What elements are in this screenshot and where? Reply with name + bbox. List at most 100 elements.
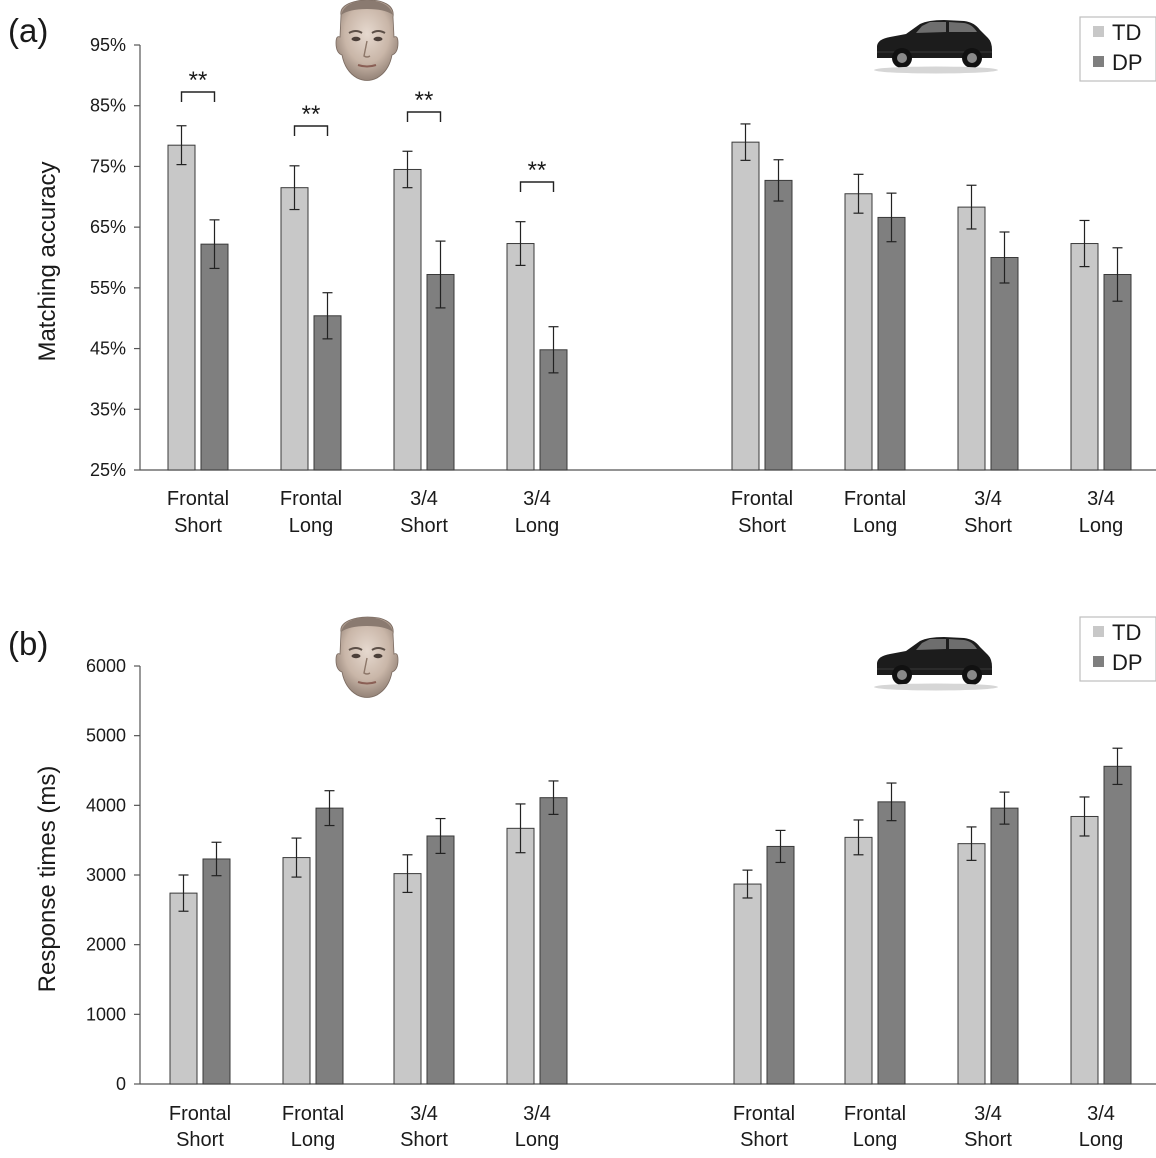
y-tick-label: 95%: [90, 35, 126, 55]
significance-label: **: [302, 101, 321, 128]
y-tick-label: 45%: [90, 339, 126, 359]
x-tick-label: Short: [400, 515, 448, 537]
x-tick-label: Short: [740, 1129, 788, 1151]
y-tick-label: 4000: [86, 795, 126, 815]
bar-td: [280, 187, 309, 471]
significance-bracket: [180, 91, 216, 102]
bar-td: [957, 843, 986, 1085]
x-tick-label: Long: [853, 515, 898, 537]
y-tick-label: 6000: [86, 656, 126, 676]
x-tick-label: Short: [738, 515, 786, 537]
x-tick-label: 3/4: [1087, 1103, 1115, 1125]
y-tick-label: 65%: [90, 217, 126, 237]
x-tick-label: Long: [853, 1129, 898, 1151]
bar-dp: [877, 216, 906, 471]
bar-td: [844, 836, 873, 1085]
x-tick-label: Short: [964, 1129, 1012, 1151]
bar-dp: [990, 807, 1019, 1085]
significance-bracket: [406, 111, 442, 122]
x-tick-label: Short: [400, 1129, 448, 1151]
legend-label-td: TD: [1112, 620, 1141, 645]
panel-b-label: (b): [8, 625, 48, 662]
bar-dp: [990, 257, 1019, 471]
bar-dp: [200, 243, 229, 471]
car-icon: [873, 19, 999, 74]
y-tick-label: 75%: [90, 156, 126, 176]
y-tick-label: 25%: [90, 460, 126, 480]
y-tick-label: 85%: [90, 96, 126, 116]
y-tick-label: 55%: [90, 278, 126, 298]
x-tick-label: Short: [174, 515, 222, 537]
x-tick-label: 3/4: [410, 488, 438, 510]
bar-td: [1070, 243, 1099, 471]
panel-a-label: (a): [8, 12, 48, 49]
bar-dp: [1103, 765, 1132, 1085]
x-tick-label: Short: [964, 515, 1012, 537]
bar-td: [844, 193, 873, 471]
bar-dp: [539, 797, 568, 1085]
legend-swatch-dp: [1093, 656, 1104, 667]
legend-label-td: TD: [1112, 20, 1141, 45]
y-tick-label: 5000: [86, 726, 126, 746]
significance-bracket: [293, 125, 329, 136]
legend-swatch-td: [1093, 26, 1104, 37]
panel-b: Response times (ms) 0 1000 2000 3000 4000 5000…: [34, 616, 1156, 1151]
x-tick-label: Frontal: [731, 488, 793, 510]
y-tick-label: 35%: [90, 399, 126, 419]
x-tick-label: Long: [1079, 1129, 1124, 1151]
face-icon: [335, 0, 399, 82]
x-tick-label: Frontal: [280, 488, 342, 510]
bar-dp: [877, 801, 906, 1085]
bar-td: [393, 168, 422, 471]
bar-td: [733, 883, 762, 1085]
bar-td: [506, 827, 535, 1085]
significance-label: **: [189, 67, 208, 94]
bar-dp: [202, 858, 231, 1085]
significance-bracket: [519, 181, 555, 192]
y-tick-label: 3000: [86, 865, 126, 885]
x-tick-label: Frontal: [844, 488, 906, 510]
legend-swatch-td: [1093, 626, 1104, 637]
x-tick-label: Frontal: [844, 1103, 906, 1125]
bar-td: [167, 144, 196, 471]
legend-label-dp: DP: [1112, 50, 1143, 75]
x-tick-label: Short: [176, 1129, 224, 1151]
x-tick-label: Long: [289, 515, 334, 537]
x-tick-label: Frontal: [169, 1103, 231, 1125]
x-tick-label: 3/4: [523, 1103, 551, 1125]
x-tick-label: Long: [515, 1129, 560, 1151]
bar-dp: [426, 835, 455, 1085]
face-icon: [335, 616, 399, 699]
x-tick-label: Long: [291, 1129, 336, 1151]
x-tick-label: 3/4: [974, 1103, 1002, 1125]
y-axis-title: Matching accuracy: [34, 161, 61, 361]
bar-td: [1070, 815, 1099, 1085]
significance-label: **: [415, 87, 434, 114]
x-tick-label: Long: [1079, 515, 1124, 537]
y-tick-label: 0: [116, 1074, 126, 1094]
x-tick-label: Long: [515, 515, 560, 537]
bar-dp: [1103, 274, 1132, 471]
y-axis-title: Response times (ms): [34, 766, 61, 993]
car-icon: [873, 636, 999, 691]
legend-box: [1079, 16, 1156, 82]
bar-td: [393, 873, 422, 1085]
x-tick-label: Frontal: [733, 1103, 795, 1125]
bar-td: [282, 857, 311, 1085]
bar-dp: [766, 845, 795, 1085]
bar-td: [957, 206, 986, 471]
bar-dp: [764, 179, 793, 471]
x-tick-label: 3/4: [410, 1103, 438, 1125]
bar-td: [169, 892, 198, 1085]
y-tick-label: 2000: [86, 935, 126, 955]
legend-label-dp: DP: [1112, 650, 1143, 675]
y-tick-label: 1000: [86, 1004, 126, 1024]
legend-box: [1079, 616, 1156, 682]
x-tick-label: Frontal: [282, 1103, 344, 1125]
x-tick-label: 3/4: [523, 488, 551, 510]
bar-dp: [315, 807, 344, 1085]
x-tick-label: 3/4: [974, 488, 1002, 510]
bar-td: [506, 243, 535, 471]
significance-label: **: [528, 157, 547, 184]
